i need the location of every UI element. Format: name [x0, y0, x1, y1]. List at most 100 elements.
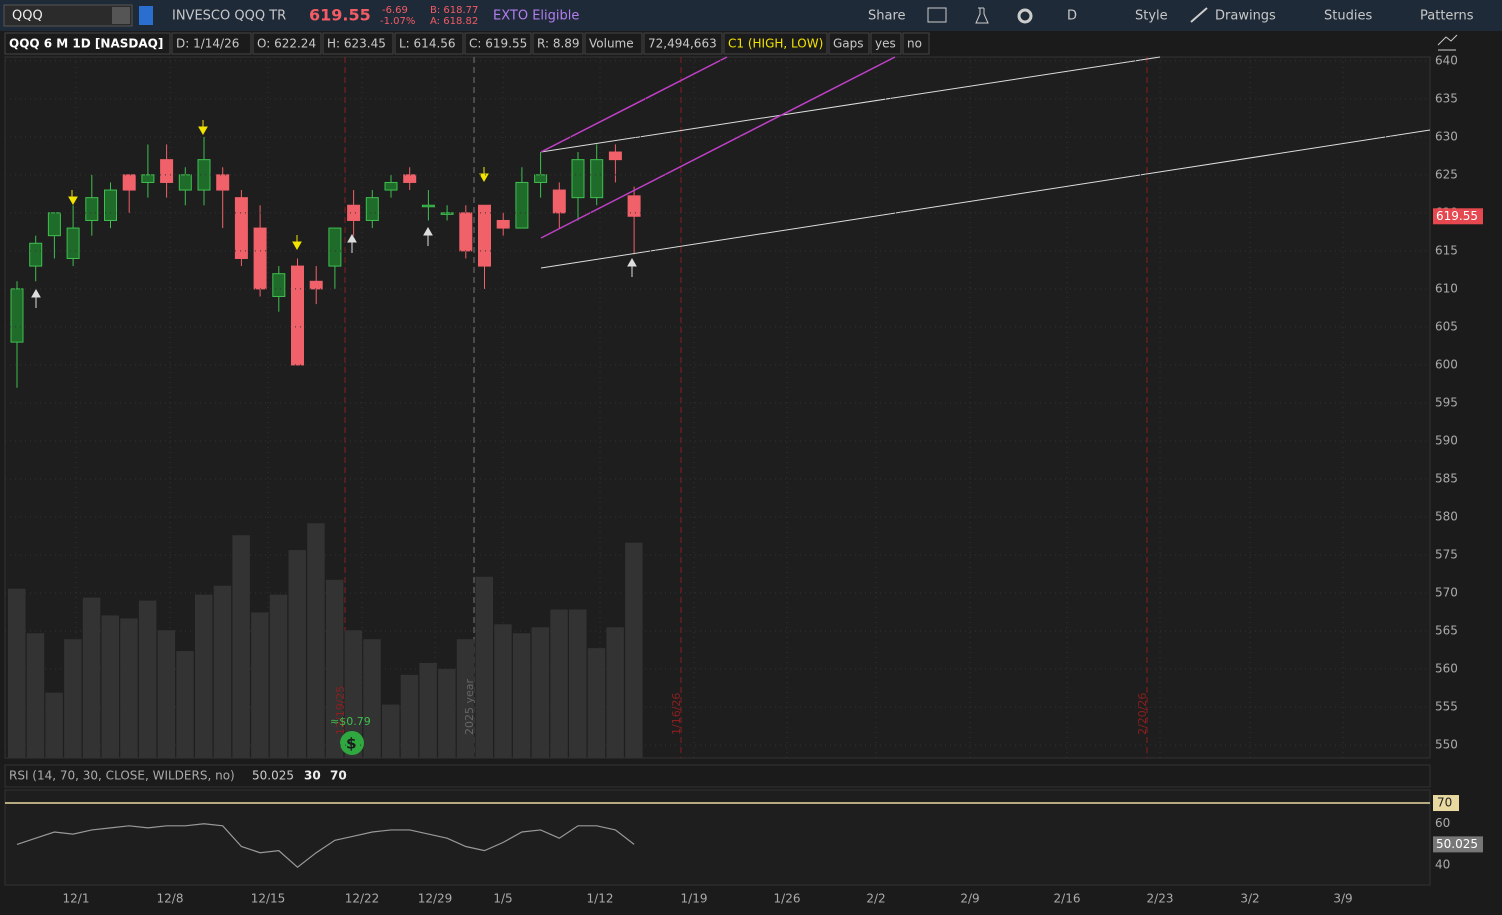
- settings-icon[interactable]: [1017, 8, 1033, 24]
- volume-bar: [120, 618, 138, 758]
- volume-bar: [269, 594, 288, 758]
- ask: A: 618.82: [430, 16, 478, 27]
- y-tick-label: 640: [1435, 53, 1458, 67]
- candle-body: [47, 212, 61, 237]
- x-tick-label: 12/15: [251, 892, 286, 906]
- patterns-button[interactable]: Patterns: [1420, 9, 1474, 24]
- y-tick-label: 550: [1435, 738, 1458, 752]
- x-axis: 12/1 12/8 12/15 12/22 12/29 1/5 1/12 1/19 1/26 2/…: [63, 892, 1353, 906]
- x-tick-label: 3/2: [1240, 892, 1259, 906]
- style-button[interactable]: Style: [1135, 9, 1168, 24]
- volume-bar: [494, 624, 512, 758]
- candle-body: [272, 273, 286, 297]
- candle-body: [216, 174, 230, 191]
- rsi-pane: [4, 789, 1431, 886]
- bid: B: 618.77: [430, 5, 478, 16]
- dividend-icon[interactable]: [340, 731, 364, 755]
- info-item: H: 623.45: [327, 37, 386, 51]
- dividend-label: ≈$0.79: [330, 715, 371, 728]
- candle-body: [141, 174, 155, 183]
- info-cell: [4, 32, 171, 55]
- y-tick-label: 575: [1435, 547, 1458, 561]
- y-tick-label: 590: [1435, 433, 1458, 447]
- y-tick-label: 605: [1435, 319, 1458, 333]
- flask-icon[interactable]: [975, 7, 989, 24]
- y-tick-label: 630: [1435, 129, 1458, 143]
- volume-bar: [325, 579, 344, 758]
- icon[interactable]: [927, 7, 947, 23]
- volume-bar: [587, 648, 606, 758]
- x-tick-label: 2/9: [960, 892, 979, 906]
- volume-bar: [307, 523, 325, 758]
- symbol[interactable]: QQQ: [12, 9, 43, 24]
- info-item: 72,494,663: [648, 37, 717, 51]
- info-item: C1 (HIGH, LOW): [728, 37, 823, 51]
- candle-body: [160, 159, 174, 183]
- info-cell: [171, 32, 252, 55]
- share-button[interactable]: Share: [868, 9, 906, 24]
- info-item: D: 1/14/26: [176, 37, 239, 51]
- price-badge-label: 619.55: [1436, 209, 1478, 223]
- volume-bar: [232, 535, 250, 758]
- rsi-badge: [1433, 795, 1459, 812]
- price-axis: 6406356306256206156106056005955905855805…: [5, 53, 1483, 752]
- info-cell: [643, 32, 723, 55]
- info-cell: [322, 32, 394, 55]
- candle-body: [122, 174, 136, 191]
- volume-bar: [26, 633, 45, 758]
- dropdown[interactable]: [112, 7, 130, 24]
- candle-body: [197, 159, 211, 191]
- symbol-box[interactable]: [3, 4, 133, 27]
- rsi-badge-label: 70: [1437, 796, 1452, 810]
- info-item: QQQ 6 M 1D [NASDAQ]: [9, 37, 163, 51]
- y-tick-label: 595: [1435, 395, 1458, 409]
- candle-body: [291, 265, 304, 366]
- event-label: 2/20/26: [1136, 693, 1149, 735]
- candle-body: [347, 204, 361, 221]
- candle-body: [608, 151, 622, 161]
- change-pct: -1.07%: [380, 16, 415, 27]
- x-tick-label: 12/1: [63, 892, 90, 906]
- y-tick-label: 610: [1435, 281, 1458, 295]
- x-tick-label: 2/2: [866, 892, 885, 906]
- period-button[interactable]: D: [1067, 9, 1077, 24]
- drawings-button[interactable]: Drawings: [1215, 9, 1276, 24]
- x-tick-label: 1/12: [587, 892, 614, 906]
- exto: EXTO Eligible: [493, 9, 579, 24]
- rsi-value: 50.025: [252, 769, 294, 783]
- info-item[interactable]: no: [907, 37, 922, 51]
- x-tick-label: 12/29: [418, 892, 453, 906]
- x-tick-label: 3/9: [1333, 892, 1352, 906]
- candle-body: [104, 189, 117, 221]
- rsi-level: 30: [304, 769, 321, 783]
- info-cell: [584, 32, 643, 55]
- x-tick-label: 12/22: [345, 892, 380, 906]
- last-price: 619.55: [309, 6, 371, 25]
- info-item: L: 614.56: [399, 37, 456, 51]
- candle-body: [178, 174, 192, 191]
- volume-bar: [8, 588, 26, 758]
- volume-bar: [157, 630, 176, 758]
- candle-body: [440, 212, 454, 215]
- studies-button[interactable]: Studies: [1324, 9, 1372, 24]
- candles: [10, 136, 641, 388]
- rsi-value-badge-label: 50.025: [1436, 837, 1478, 851]
- info-item: Volume: [589, 37, 634, 51]
- channel-line: [540, 56, 896, 239]
- info-item: C: 619.55: [469, 37, 527, 51]
- x-tick-label: 1/5: [493, 892, 512, 906]
- volume-bar: [400, 674, 419, 758]
- y-tick-label: 625: [1435, 167, 1458, 181]
- link-icon[interactable]: [139, 6, 153, 25]
- pane-icon[interactable]: [1437, 34, 1458, 51]
- info-item[interactable]: Gaps: [833, 37, 864, 51]
- drawing-icon: [1190, 7, 1208, 23]
- x-tick-label: 12/8: [157, 892, 184, 906]
- info-cell: [723, 32, 828, 55]
- rsi-tick-label: 60: [1435, 816, 1450, 830]
- candle-body: [571, 159, 585, 199]
- candle-body: [328, 227, 342, 267]
- info-item[interactable]: yes: [875, 37, 896, 51]
- volume-bar: [82, 597, 101, 758]
